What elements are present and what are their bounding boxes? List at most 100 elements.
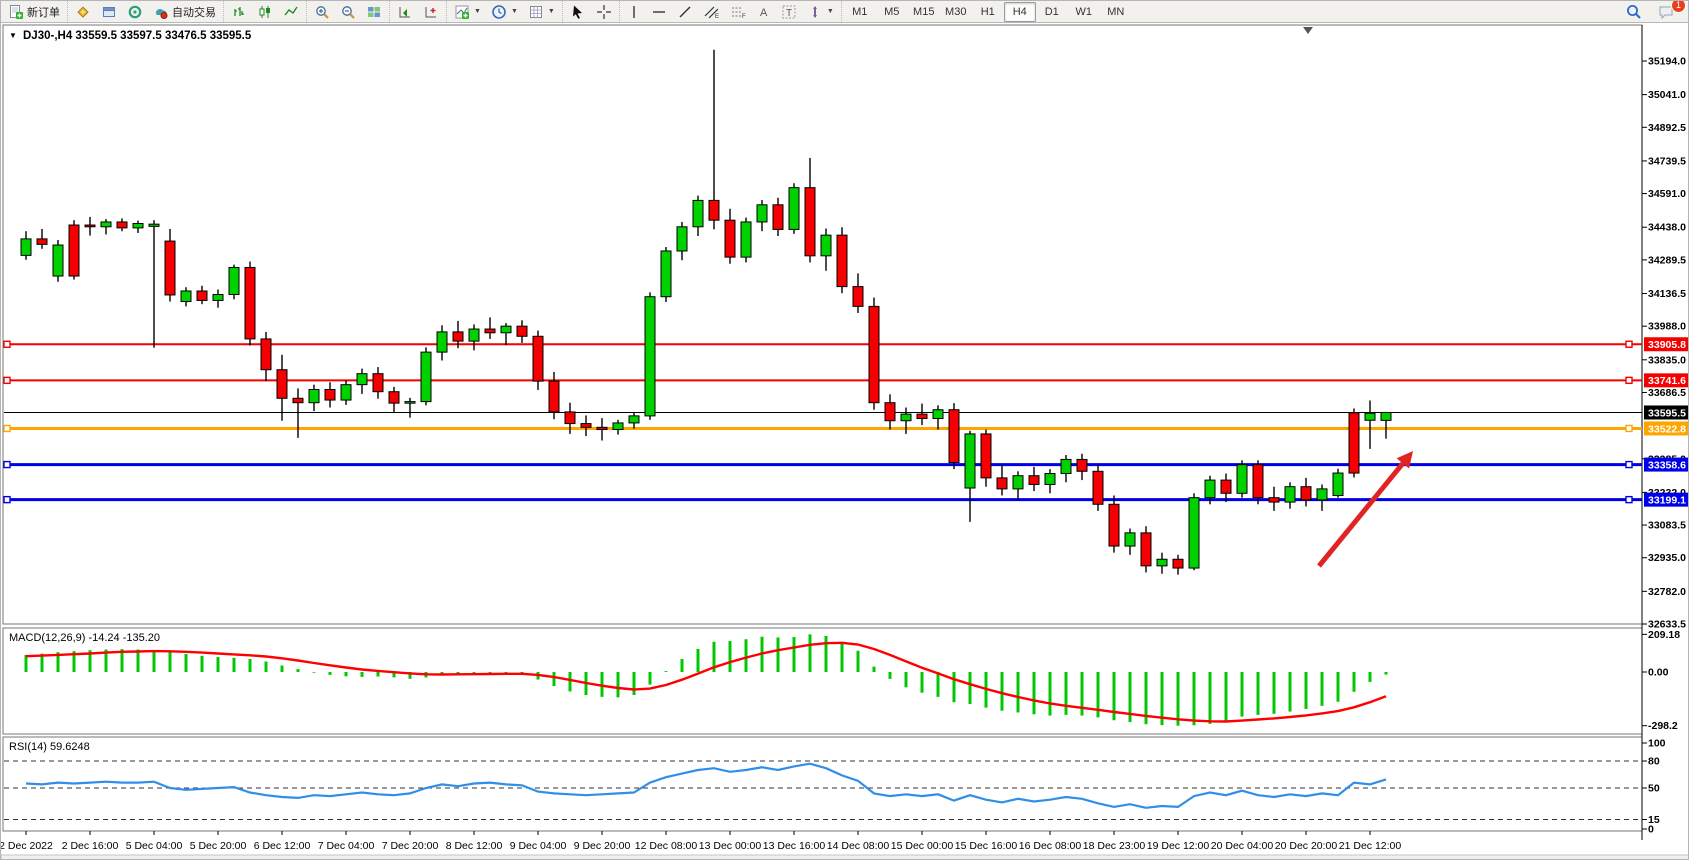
timeframe-d1-button[interactable]: D1: [1044, 5, 1059, 18]
line-chart-mode-button[interactable]: [278, 2, 304, 22]
new-order-label: 新订单: [27, 6, 60, 19]
search-button[interactable]: [1620, 2, 1647, 22]
date-axis-label: 13 Dec 00:00: [699, 840, 762, 852]
timeframe-w1-button[interactable]: W1: [1075, 5, 1093, 18]
navigator-button[interactable]: [122, 2, 148, 22]
candle-body-down: [596, 426, 608, 431]
chart-shift-button[interactable]: [418, 2, 444, 22]
arrows-tool-icon: [812, 5, 817, 18]
candle-chart-mode-button[interactable]: [252, 2, 278, 22]
template-grid-icon: [529, 5, 542, 18]
line-endpoint-handle[interactable]: [1625, 376, 1633, 385]
auto-scroll-icon: [399, 6, 410, 17]
line-endpoint-handle[interactable]: [1625, 495, 1633, 504]
timeframe-mn-button[interactable]: MN: [1107, 5, 1125, 18]
rsi-axis-tick-label: 80: [1648, 756, 1660, 768]
price-chart-canvas[interactable]: 35194.0 35041.0 34892.5 34739.5 34591.0 34438…: [1, 23, 1689, 860]
rsi-panel[interactable]: [2, 736, 1643, 832]
timeframe-m5-button[interactable]: M5: [884, 5, 900, 18]
price-axis-tick-label: 34289.5: [1648, 254, 1686, 266]
chart-shift-marker[interactable]: [1303, 27, 1313, 34]
vertical-line-tool-button[interactable]: [622, 2, 646, 22]
candle-body-down: [1348, 412, 1360, 474]
arrows-dropdown-caret: ▼: [826, 8, 834, 15]
horizontal-line-tool-button[interactable]: [646, 2, 672, 22]
text-tool-button[interactable]: A: [752, 2, 776, 22]
line-endpoint-handle[interactable]: [1625, 424, 1633, 433]
line-endpoint-handle[interactable]: [3, 376, 11, 385]
candle-body-up: [900, 413, 912, 422]
new-order-button[interactable]: 新订单: [3, 2, 65, 22]
tile-windows-button[interactable]: [361, 2, 387, 22]
line-endpoint-handle[interactable]: [3, 460, 11, 469]
zoom-out-icon: [342, 5, 355, 19]
price-axis-tick-label: 33988.0: [1648, 321, 1686, 333]
periods-dropdown-caret: ▼: [510, 8, 518, 15]
auto-trading-button[interactable]: 自动交易: [148, 2, 221, 22]
price-axis-tick-label: 35041.0: [1648, 89, 1686, 101]
auto-scroll-button[interactable]: [392, 2, 418, 22]
crosshair-tool-button[interactable]: [591, 2, 617, 22]
price-axis-tick-label: 33835.0: [1648, 354, 1686, 366]
navigator-icon: [128, 5, 142, 18]
data-window-button[interactable]: [96, 2, 122, 22]
trend-arrow-annotation[interactable]: [1317, 461, 1405, 568]
candle-body-up: [468, 328, 480, 342]
line-endpoint-handle[interactable]: [3, 424, 11, 433]
candle-body-down: [1108, 503, 1120, 547]
notifications-button[interactable]: 1: [1653, 1, 1686, 22]
cursor-tool-button[interactable]: [565, 2, 591, 22]
candle-body-down: [1252, 464, 1264, 499]
timeframe-m1-button[interactable]: M1: [852, 5, 868, 18]
arrows-tool-button[interactable]: ▼: [802, 2, 839, 22]
trendline-tool-button[interactable]: [672, 2, 698, 22]
candle-body-up: [132, 222, 144, 229]
line-endpoint-handle[interactable]: [3, 495, 11, 504]
rsi-axis-tick-label: 100: [1648, 738, 1666, 750]
candle-body-up: [420, 351, 432, 403]
date-axis-label: 9 Dec 04:00: [510, 840, 567, 852]
timeframe-m15-button[interactable]: M15: [913, 5, 935, 18]
candle-body-up: [212, 294, 224, 301]
text-label-tool-button[interactable]: T: [776, 2, 802, 22]
candle-body-down: [196, 290, 208, 301]
line-endpoint-handle[interactable]: [1625, 460, 1633, 469]
price-badge-label: 33741.6: [1648, 375, 1686, 387]
candle-body-down: [1300, 486, 1312, 501]
candle-body-down: [548, 380, 560, 413]
line-endpoint-handle[interactable]: [1625, 340, 1633, 348]
timeframe-h1-button[interactable]: H1: [980, 5, 995, 18]
bar-chart-mode-button[interactable]: [226, 2, 252, 22]
candle-body-down: [1220, 479, 1232, 494]
price-badge: [1644, 337, 1688, 352]
date-axis-label: 5 Dec 20:00: [190, 840, 247, 852]
candle-body-down: [1172, 558, 1184, 569]
price-axis-tick-label: 32935.0: [1648, 552, 1686, 564]
candle-body-down: [852, 286, 864, 307]
templates-button[interactable]: ▼: [523, 2, 560, 22]
candle-body-up: [1156, 558, 1168, 567]
auto-trading-icon: [155, 8, 168, 19]
candle-body-down: [1140, 532, 1152, 567]
market-watch-button[interactable]: [70, 2, 96, 22]
candle-body-down: [724, 219, 736, 258]
channel-tool-button[interactable]: E: [698, 2, 725, 22]
line-endpoint-handle[interactable]: [3, 340, 11, 348]
rsi-axis-tick-label: 0: [1648, 824, 1654, 836]
chart-window[interactable]: 35194.0 35041.0 34892.5 34739.5 34591.0 34438…: [1, 23, 1689, 860]
periods-button[interactable]: ▼: [486, 2, 523, 22]
zoom-out-button[interactable]: [335, 2, 361, 22]
clock-icon: [492, 4, 506, 19]
candle-body-up: [1188, 497, 1200, 569]
candle-body-up: [308, 389, 320, 404]
main-chart-panel[interactable]: [2, 24, 1643, 625]
candle-body-down: [708, 199, 720, 221]
price-badge: [1644, 373, 1688, 388]
indicators-button[interactable]: ▼: [449, 2, 486, 22]
fibonacci-tool-button[interactable]: F: [725, 2, 752, 22]
zoom-in-button[interactable]: [309, 2, 335, 22]
templates-dropdown-caret: ▼: [547, 8, 555, 15]
timeframe-h4-button[interactable]: H4: [1003, 1, 1036, 22]
candlestick-chart-icon: [259, 5, 270, 18]
timeframe-m30-button[interactable]: M30: [945, 5, 967, 18]
